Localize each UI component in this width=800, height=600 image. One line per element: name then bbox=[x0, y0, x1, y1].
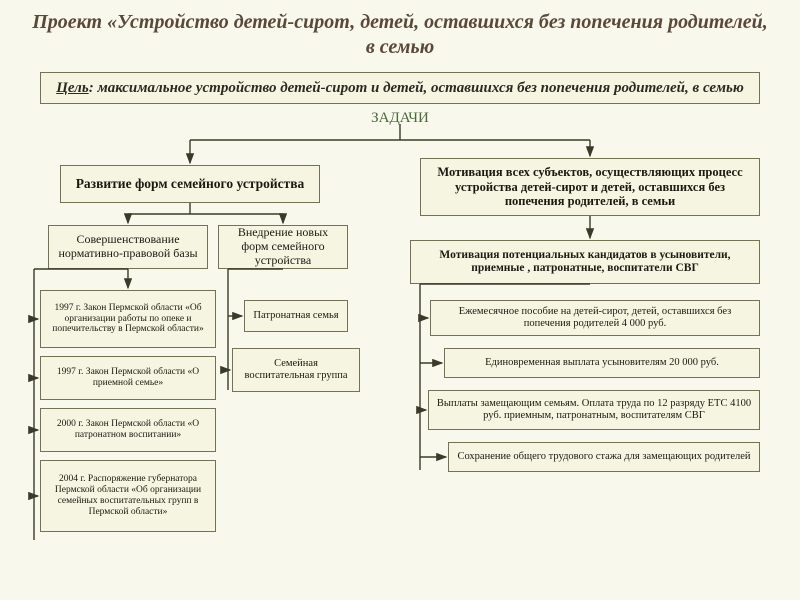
law-1997-opeka: 1997 г. Закон Пермской области «Об орган… bbox=[40, 290, 216, 348]
sub-legal-base: Совершенствование нормативно-правовой ба… bbox=[48, 225, 208, 269]
payment-lumpsum: Единовременная выплата усыновителям 20 0… bbox=[444, 348, 760, 378]
law-2000-patronat: 2000 г. Закон Пермской области «О патрон… bbox=[40, 408, 216, 452]
page-title: Проект «Устройство детей-сирот, детей, о… bbox=[0, 0, 800, 68]
law-2004-svg: 2004 г. Распоряжение губернатора Пермско… bbox=[40, 460, 216, 532]
goal-text: : максимальное устройство детей-сирот и … bbox=[89, 80, 744, 96]
sub-new-forms: Внедрение новых форм семейного устройств… bbox=[218, 225, 348, 269]
goal-box: Цель: максимальное устройство детей-сиро… bbox=[40, 72, 760, 104]
form-svg: Семейная воспитательная группа bbox=[232, 348, 360, 392]
payment-salary: Выплаты замещающим семьям. Оплата труда … bbox=[428, 390, 760, 430]
law-1997-foster: 1997 г. Закон Пермской области «О приемн… bbox=[40, 356, 216, 400]
payment-stazh: Сохранение общего трудового стажа для за… bbox=[448, 442, 760, 472]
tasks-label: ЗАДАЧИ bbox=[0, 110, 800, 127]
goal-label: Цель bbox=[56, 80, 89, 96]
motivation-candidates: Мотивация потенциальных кандидатов в усы… bbox=[410, 240, 760, 284]
form-patronat: Патронатная семья bbox=[244, 300, 348, 332]
left-branch-header: Развитие форм семейного устройства bbox=[60, 165, 320, 203]
right-branch-header: Мотивация всех субъектов, осуществляющих… bbox=[420, 158, 760, 216]
payment-monthly: Ежемесячное пособие на детей-сирот, дете… bbox=[430, 300, 760, 336]
